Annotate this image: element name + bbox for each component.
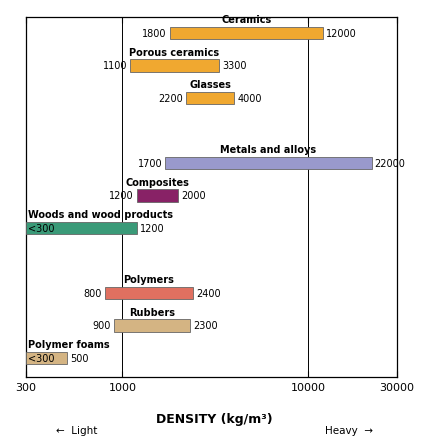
Text: Rubbers: Rubbers: [129, 307, 175, 317]
Text: Metals and alloys: Metals and alloys: [221, 145, 317, 155]
Text: 12000: 12000: [326, 29, 356, 39]
Bar: [137, 190, 178, 202]
Text: 1700: 1700: [137, 159, 162, 169]
Text: Ceramics: Ceramics: [221, 15, 272, 25]
Text: 500: 500: [70, 353, 88, 363]
Text: 3300: 3300: [222, 61, 246, 71]
Text: 900: 900: [93, 321, 111, 331]
Text: <300: <300: [28, 223, 54, 233]
Bar: [170, 28, 323, 40]
Bar: [114, 319, 190, 332]
Text: 2000: 2000: [181, 191, 206, 201]
Text: Heavy  →: Heavy →: [325, 425, 373, 435]
Bar: [105, 287, 193, 300]
Bar: [25, 222, 137, 235]
Bar: [186, 92, 234, 105]
Text: <300: <300: [28, 353, 54, 363]
Text: 2400: 2400: [196, 288, 221, 298]
Text: Polymer foams: Polymer foams: [28, 340, 110, 350]
Bar: [25, 352, 66, 364]
Bar: [165, 157, 372, 170]
Text: DENSITY (kg/m³): DENSITY (kg/m³): [156, 412, 273, 425]
Text: 1200: 1200: [140, 223, 165, 233]
Text: 800: 800: [83, 288, 101, 298]
Text: 4000: 4000: [237, 94, 262, 104]
Bar: [130, 60, 219, 72]
Text: Polymers: Polymers: [123, 275, 174, 285]
Text: 1200: 1200: [109, 191, 134, 201]
Text: Glasses: Glasses: [189, 80, 231, 90]
Text: 22000: 22000: [375, 159, 405, 169]
Text: Woods and wood products: Woods and wood products: [28, 210, 173, 220]
Text: 2200: 2200: [158, 94, 183, 104]
Text: 1100: 1100: [103, 61, 127, 71]
Text: 1800: 1800: [142, 29, 167, 39]
Text: Porous ceramics: Porous ceramics: [130, 48, 220, 58]
Text: 2300: 2300: [193, 321, 218, 331]
Text: ←  Light: ← Light: [56, 425, 97, 435]
Text: Composites: Composites: [126, 177, 190, 187]
